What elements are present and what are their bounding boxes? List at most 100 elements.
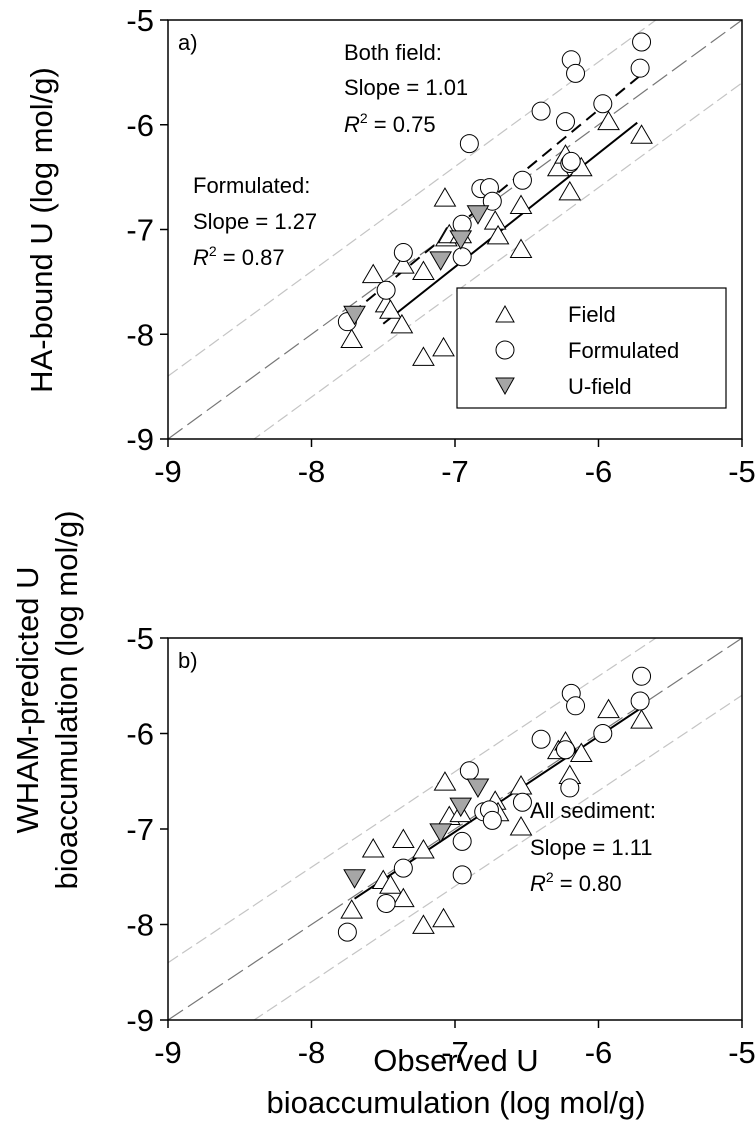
point-u-field (429, 251, 453, 271)
reference-line (253, 694, 742, 1020)
point-field (391, 828, 415, 848)
point-formulated (531, 101, 551, 121)
x-tick-label: -7 (441, 454, 469, 489)
y-tick-label: -7 (126, 812, 154, 847)
point-formulated (560, 778, 580, 798)
panel-a: -9 -8 -7 -6 -5 -9 -8 -7 -6 -5 a) Both field: Slop… (24, 3, 755, 489)
point-field (391, 887, 415, 908)
point-field (361, 263, 385, 284)
y-tick-label: -8 (126, 317, 154, 352)
point-field (569, 742, 593, 763)
x-axis-title-line1: Observed U (373, 1043, 538, 1078)
point-formulated (452, 831, 472, 851)
point-field (432, 336, 455, 357)
point-field (433, 187, 457, 207)
point-formulated (512, 170, 532, 190)
point-formulated (482, 810, 502, 830)
point-field (361, 838, 385, 858)
y-axis-title-line1: WHAM-predicted U (10, 567, 45, 834)
annotation-line: Both field: (344, 40, 442, 65)
y-axis-title: HA-bound U (log mol/g) (24, 67, 59, 393)
point-formulated (452, 865, 472, 885)
fit-line (382, 121, 638, 325)
point-field (379, 874, 402, 894)
r2-value: = 0.75 (368, 112, 436, 137)
legend-label-u-field: U-field (568, 374, 632, 399)
point-formulated (459, 761, 479, 781)
point-field (558, 180, 582, 201)
point-field (432, 907, 455, 928)
legend-marker-u-field (495, 377, 515, 396)
point-field (630, 709, 653, 729)
point-formulated (632, 666, 652, 686)
x-tick-label: -8 (298, 1035, 326, 1070)
point-formulated (337, 922, 357, 942)
point-formulated (393, 243, 413, 263)
reference-line (168, 638, 657, 964)
x-tick-label: -5 (728, 1035, 755, 1070)
x-tick-label: -5 (728, 454, 755, 489)
r2-superscript: 2 (360, 110, 368, 126)
point-formulated (512, 792, 532, 812)
r2-symbol: R (344, 112, 360, 137)
annotation-line: Slope = 1.01 (344, 75, 468, 100)
point-formulated (561, 151, 581, 171)
point-field (379, 299, 402, 319)
r2-symbol: R (530, 871, 546, 896)
panel-b: -9 -8 -7 -6 -5 -9 -8 -7 -6 -5 b) All sediment: Sl… (10, 510, 755, 1120)
point-field (412, 914, 435, 934)
point-field (630, 124, 653, 144)
annotation-line: All sediment: (530, 798, 656, 823)
point-field (486, 224, 510, 245)
point-u-field (449, 230, 473, 250)
legend-marker-field (495, 304, 515, 323)
annotation-line: Slope = 1.27 (193, 209, 317, 234)
point-field (597, 698, 620, 719)
point-u-field (466, 205, 490, 225)
point-u-field (343, 869, 366, 889)
point-field (509, 774, 533, 795)
annotation-r2: R2 = 0.80 (530, 869, 622, 896)
r2-superscript: 2 (209, 243, 217, 259)
x-tick-label: -9 (154, 1035, 182, 1070)
point-formulated (632, 32, 652, 52)
annotation-line: Formulated: (193, 173, 310, 198)
r2-value: = 0.80 (554, 871, 622, 896)
reference-line (168, 20, 742, 439)
x-tick-label: -8 (298, 454, 326, 489)
panel-label: a) (178, 30, 198, 55)
point-formulated (593, 94, 613, 114)
point-field (433, 771, 457, 791)
point-u-field (449, 797, 473, 818)
point-formulated (531, 729, 551, 749)
annotation-line: Slope = 1.11 (530, 835, 653, 860)
point-formulated (593, 724, 613, 743)
point-formulated (555, 740, 575, 760)
legend-marker-formulated (495, 340, 515, 360)
y-tick-label: -6 (126, 717, 154, 752)
panel-label: b) (178, 648, 198, 673)
y-tick-label: -9 (126, 1003, 154, 1038)
point-formulated (376, 280, 396, 300)
point-field (412, 346, 435, 366)
point-formulated (566, 63, 586, 83)
point-formulated (566, 696, 586, 716)
point-field (340, 328, 364, 349)
point-formulated (393, 858, 413, 878)
y-axis-title-line2: bioaccumulation (log mol/g) (49, 510, 84, 889)
point-formulated (630, 58, 650, 78)
point-field (391, 254, 415, 274)
annotation-r2: R2 = 0.75 (344, 110, 436, 137)
point-field (412, 260, 435, 280)
annotation-r2: R2 = 0.87 (193, 243, 285, 270)
point-field (340, 899, 364, 919)
point-formulated (555, 112, 575, 132)
legend: Field Formulated U-field (456, 287, 727, 409)
point-u-field (429, 823, 453, 843)
x-axis-title-line2: bioaccumulation (log mol/g) (266, 1085, 645, 1120)
x-tick-label: -6 (585, 1035, 613, 1070)
legend-label-formulated: Formulated (568, 338, 679, 363)
y-tick-label: -5 (126, 3, 154, 38)
legend-label-field: Field (568, 302, 616, 327)
point-field (509, 816, 533, 836)
